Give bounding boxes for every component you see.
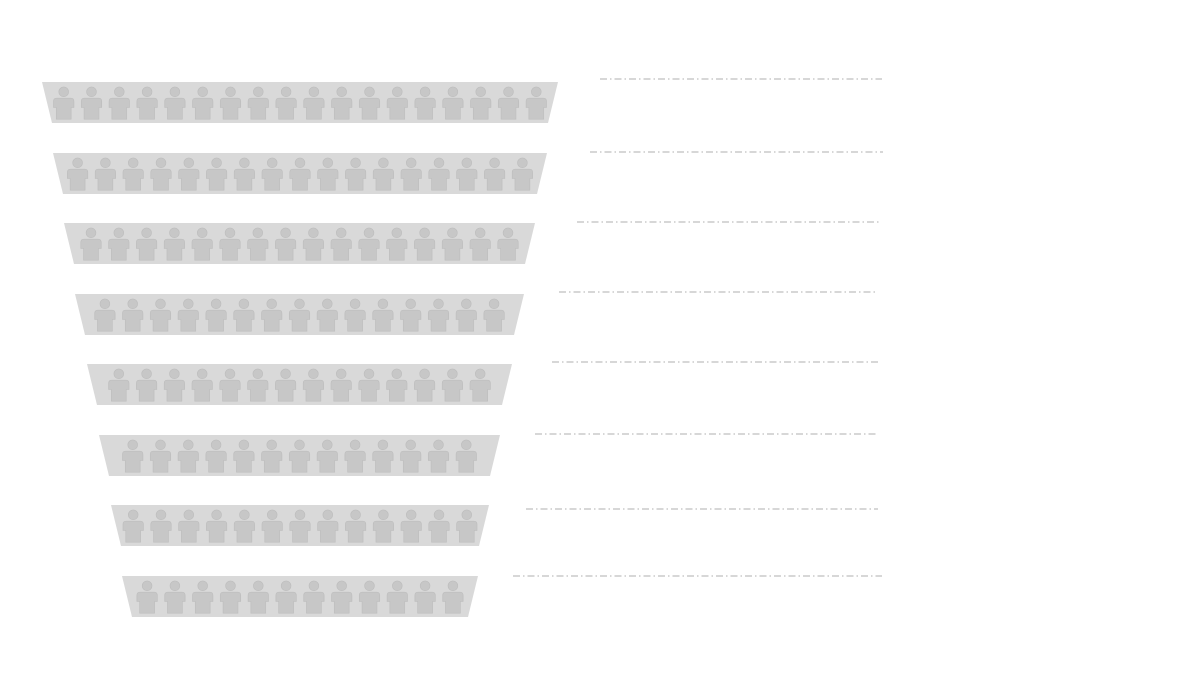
funnel-stage-6 [99,435,500,476]
stage-band [64,223,535,264]
stage-band [87,364,512,405]
funnel-stages [42,82,558,617]
funnel-stage-8 [122,576,478,617]
connector-lines [513,78,883,577]
funnel-stage-2 [53,153,547,194]
funnel-stage-5 [87,364,512,405]
funnel-stage-7 [111,505,489,546]
stage-band [122,576,478,617]
funnel-stage-3 [64,223,535,264]
funnel-stage-4 [75,294,524,335]
funnel-stage-1 [42,82,558,123]
